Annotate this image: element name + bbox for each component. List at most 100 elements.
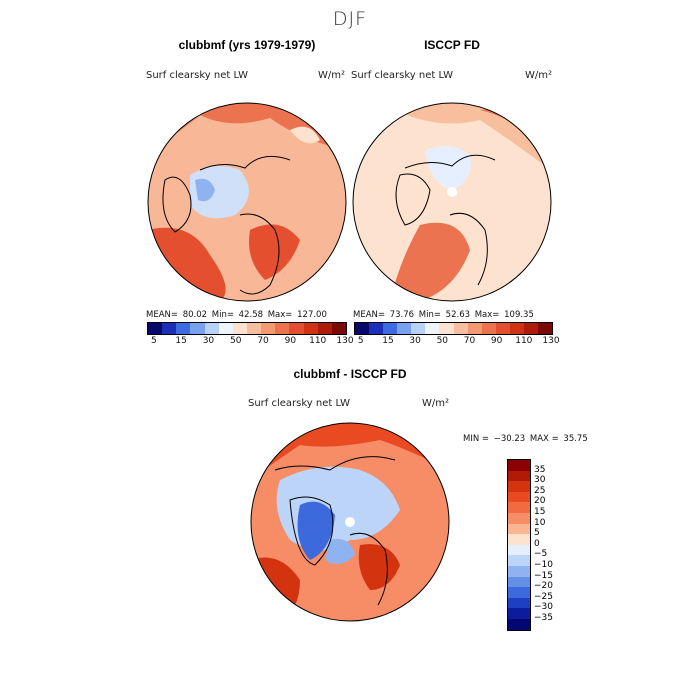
panel3-colorbar-swatch — [508, 502, 530, 513]
panel1-north-warm — [148, 103, 346, 150]
panel3-colorbar-swatch — [508, 608, 530, 619]
panel2-title: ISCCP FD — [424, 38, 480, 52]
panel3-coastline-c — [274, 456, 396, 471]
panel1-colorbar-swatch — [162, 323, 177, 334]
panel3-colorbar-swatch — [508, 481, 530, 492]
panel1-colorbar-swatch — [190, 323, 205, 334]
panel3-variable-label: Surf clearsky net LW — [248, 398, 351, 409]
panel3-atlantic-hot — [251, 557, 300, 621]
panel1-arctic-cool — [190, 166, 249, 219]
panel3-min-label: MIN = — [463, 434, 490, 444]
panel2-colorbar-swatch — [383, 323, 398, 334]
panel3-colorbar-tick: −15 — [534, 570, 553, 581]
panel2-base-field — [353, 103, 551, 301]
panel3-units-label: W/m² — [422, 398, 450, 409]
panel2-colorbar-swatch — [481, 323, 496, 334]
panel3-title: clubbmf - ISCCP FD — [293, 367, 407, 381]
panel2-colorbar-swatch — [495, 323, 510, 334]
panel1-colorbar-tick: 90 — [284, 336, 297, 346]
panel2-colorbar-tick: 5 — [357, 336, 364, 346]
panel2-min-label: Min= — [418, 310, 441, 320]
panel1-atlantic-hot — [148, 227, 226, 301]
panel3-coastline-a — [289, 496, 334, 566]
panel2-atlantic-hot — [390, 222, 470, 301]
panel3-colorbar-swatch — [508, 491, 530, 503]
panel3-baffin-cold — [325, 539, 355, 564]
panel1-colorbar-tick: 50 — [230, 336, 242, 346]
panel3-colorbar-tick: 35 — [534, 464, 546, 475]
panel3-colorbar — [507, 459, 531, 631]
panel3-colorbar-swatch — [508, 576, 530, 588]
panel1-map-border — [147, 102, 347, 302]
panel2-colorbar-tick: 30 — [409, 336, 421, 346]
panel2-colorbar-swatch — [369, 323, 384, 334]
panel3-colorbar-tick: 5 — [534, 528, 540, 539]
panel2-colorbar-tick: 110 — [515, 336, 533, 346]
panel3-colorbar-tick: −5 — [534, 549, 548, 560]
panel1-colorbar-swatch — [232, 323, 247, 334]
panel3-colorbar-swatch — [508, 555, 530, 566]
panel3-arctic-cool — [276, 466, 400, 550]
panel3-colorbar-tick: 0 — [534, 538, 540, 549]
panel2-stats: MEAN= 73.76 Min= 52.63 Max= 109.35 — [353, 310, 536, 320]
panel3-colorbar-swatch — [508, 512, 530, 524]
panel2-colorbar-tick: 50 — [436, 336, 449, 346]
panel1-coastline-b — [239, 213, 280, 295]
panel2-units-label: W/m² — [525, 70, 553, 81]
panel3-colorbar-tick: 25 — [534, 485, 546, 496]
panel2-arctic-cool — [425, 146, 471, 190]
panel2-colorbar-swatch — [439, 323, 454, 334]
panel2-colorbar-swatch — [467, 323, 482, 334]
panel1-colorbar-tick: 15 — [175, 336, 187, 346]
panel2-colorbar-swatch — [538, 323, 553, 334]
panel2-ne-hot — [480, 103, 551, 150]
panel1-colorbar-tick: 70 — [257, 336, 269, 346]
panel1-colorbar-tick: 30 — [202, 336, 215, 346]
panel3-colorbar-swatch — [508, 460, 530, 471]
panel1-greenland-cold — [195, 178, 215, 202]
panel3-colorbar-tick: −30 — [534, 602, 553, 613]
panel2-mean-value: 73.76 — [389, 310, 415, 320]
panel3-siberia-hot — [358, 544, 400, 590]
panel1-colorbar-swatch — [331, 323, 346, 334]
panel2-colorbar-swatch — [523, 323, 539, 334]
panel3-greenland-cold — [297, 501, 335, 560]
panel2-max-label: Max= — [474, 310, 500, 320]
panel3-colorbar-swatch — [508, 544, 530, 556]
panel2-map-border — [352, 102, 552, 302]
panel3-pole-hole — [345, 517, 355, 527]
panel2-mean-label: MEAN= — [353, 310, 385, 320]
panel2-colorbar-swatch — [453, 323, 468, 334]
panel3-colorbar-swatch — [508, 618, 530, 630]
panel1-colorbar-tick: 5 — [150, 336, 157, 346]
season-title: DJF — [332, 8, 368, 30]
panel2-pole-hole — [447, 187, 457, 197]
panel2-colorbar-swatch — [355, 323, 370, 334]
panel1-siberia-hot — [249, 224, 300, 280]
panel3-north-hot — [251, 423, 449, 480]
panel1-units-label: W/m² — [318, 70, 346, 81]
panel3-base-field — [251, 423, 449, 621]
panel2-field — [353, 103, 551, 301]
panel3-map-border — [250, 422, 450, 622]
panel2-coastline-a — [395, 173, 431, 226]
panel1-stats: MEAN= 80.02 Min= 42.58 Max= 127.00 — [146, 310, 329, 320]
panel1-base-field — [148, 103, 346, 301]
panel2-colorbar-ticks: 5 15 30 50 70 90 110 130 — [354, 336, 560, 348]
panel3-colorbar-swatch — [508, 597, 530, 609]
panel1-pacific-patch — [290, 126, 320, 144]
panel2-min-value: 52.63 — [445, 310, 471, 320]
panel1-colorbar-ticks: 5 15 30 50 70 90 110 130 — [147, 336, 354, 348]
panel3-stats: MIN = −30.23 MAX = 35.75 — [463, 434, 590, 444]
panel3-colorbar-swatch — [508, 523, 530, 535]
panel3-colorbar-tick: −35 — [534, 613, 553, 623]
panel1-colorbar-swatch — [204, 323, 219, 334]
panel1-colorbar-swatch — [317, 323, 332, 334]
panel3-max-label: MAX = — [529, 434, 559, 444]
panel1-colorbar-swatch — [303, 323, 318, 334]
panel2-coastline-b — [449, 212, 488, 286]
panel3-colorbar-swatch — [508, 587, 530, 598]
panel3-field — [251, 423, 449, 621]
panel1-mean-value: 80.02 — [182, 310, 208, 320]
panel2-max-value: 109.35 — [504, 310, 534, 320]
